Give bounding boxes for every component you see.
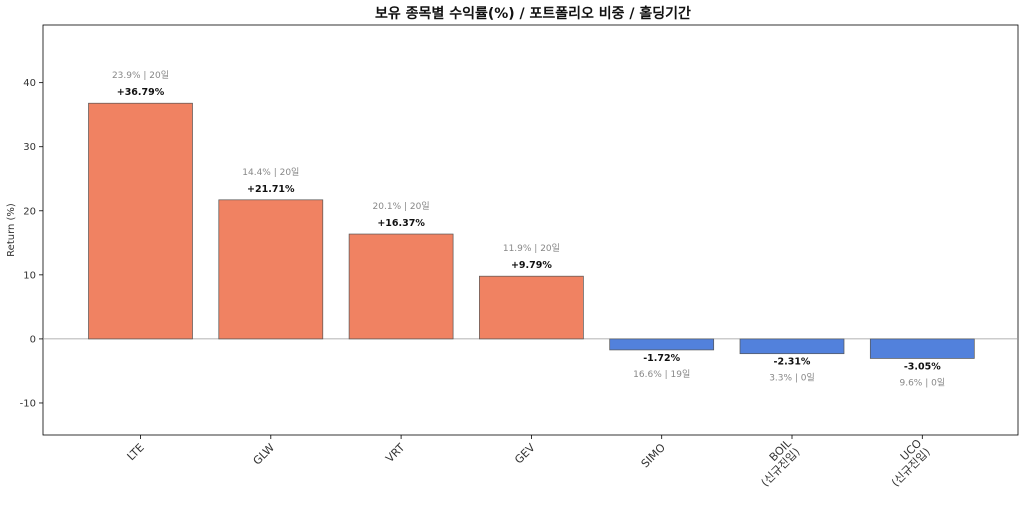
plot-frame	[42, 24, 1019, 436]
value-label: +9.79%	[511, 260, 552, 271]
y-tick-label: 40	[23, 78, 36, 89]
category-label: VRT	[383, 441, 407, 465]
y-tick-label: 10	[23, 270, 36, 281]
category-label: GLW	[251, 441, 278, 468]
category-label: BOIL(신규진입)	[750, 436, 803, 489]
bar	[218, 199, 324, 340]
category-label: UCO(신규진입)	[880, 437, 933, 490]
y-tick-label: -10	[20, 398, 36, 409]
bar	[479, 275, 584, 340]
y-tick-label: 20	[23, 206, 36, 217]
chart-title: 보유 종목별 수익률(%) / 포트폴리오 비중 / 홀딩기간	[375, 5, 691, 22]
category-label-line: LTE	[125, 441, 147, 463]
weight-holding-label: 16.6% | 19일	[633, 369, 690, 380]
weight-holding-label: 23.9% | 20일	[112, 70, 169, 81]
bar	[739, 338, 845, 355]
weight-holding-label: 9.6% | 0일	[899, 377, 945, 388]
value-label: +21.71%	[247, 184, 295, 195]
category-label-line: SIMO	[639, 441, 668, 470]
bar	[348, 233, 454, 340]
value-label: +16.37%	[377, 218, 425, 229]
value-label: +36.79%	[117, 87, 165, 98]
y-axis-label: Return (%)	[6, 203, 17, 257]
weight-holding-label: 14.4% | 20일	[242, 167, 299, 178]
weight-holding-label: 11.9% | 20일	[503, 243, 560, 254]
y-tick-label: 30	[23, 142, 36, 153]
category-label-line: GLW	[251, 441, 278, 468]
bar	[609, 338, 715, 351]
value-label: -2.31%	[774, 357, 811, 368]
y-tick-label: 0	[30, 334, 36, 345]
value-label: -1.72%	[643, 353, 680, 364]
bar	[88, 102, 193, 340]
category-label-line: VRT	[383, 441, 407, 465]
plot-area: -10 0 10 20 30 40 +36.79% 23.9% | 20일 LTE +21.71%…	[20, 24, 1019, 490]
weight-holding-label: 20.1% | 20일	[373, 201, 430, 212]
bar	[869, 338, 975, 359]
category-label: SIMO	[639, 441, 668, 470]
weight-holding-label: 3.3% | 0일	[769, 373, 815, 384]
category-label: LTE	[125, 441, 147, 463]
value-label: -3.05%	[904, 361, 941, 372]
category-label-line: GEV	[512, 441, 538, 467]
category-label: GEV	[512, 441, 538, 467]
